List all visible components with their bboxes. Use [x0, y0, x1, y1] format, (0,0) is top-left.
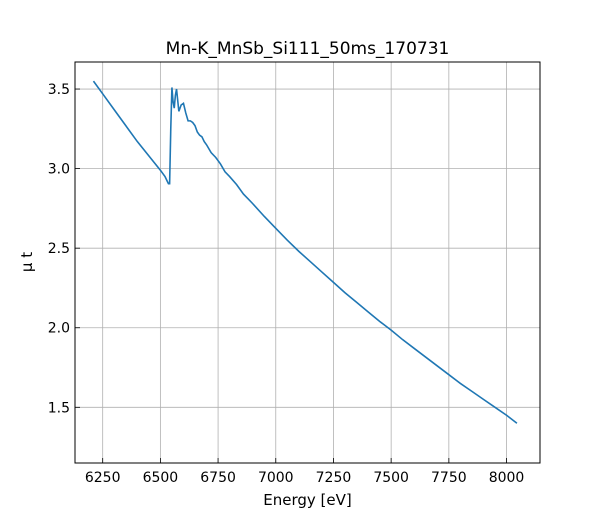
x-tick: 8000: [489, 458, 525, 486]
x-tick: 7000: [258, 458, 294, 486]
x-tick-label: 6500: [143, 470, 179, 486]
y-tick-label: 2.0: [48, 321, 70, 337]
x-tick-label: 6750: [200, 470, 236, 486]
plot-frame: [74, 61, 541, 464]
x-tick: 7250: [316, 458, 352, 486]
x-tick-label: 8000: [489, 470, 525, 486]
x-axis-label: Energy [eV]: [263, 491, 351, 509]
x-tick: 6250: [85, 458, 121, 486]
axis-ticks: 6250 6500 6750 7000 7250 7500 7750 8000 1.5 2.0 2.…: [48, 82, 525, 486]
x-tick-label: 7250: [316, 470, 352, 486]
x-tick: 6500: [143, 458, 179, 486]
chart-title: Mn-K_MnSb_Si111_50ms_170731: [166, 39, 450, 59]
y-tick-label: 3.0: [48, 162, 70, 178]
y-tick: 2.0: [48, 321, 80, 337]
y-tick: 3.0: [48, 162, 80, 178]
x-tick-label: 6250: [85, 470, 121, 486]
y-tick-label: 1.5: [48, 400, 70, 416]
x-tick-label: 7500: [373, 470, 409, 486]
x-tick-label: 7750: [431, 470, 467, 486]
x-tick: 6750: [200, 458, 236, 486]
y-tick: 2.5: [48, 241, 80, 257]
y-tick-label: 2.5: [48, 241, 70, 257]
x-tick-label: 7000: [258, 470, 294, 486]
y-tick: 1.5: [48, 400, 80, 416]
y-tick: 3.5: [48, 82, 80, 98]
y-tick-label: 3.5: [48, 82, 70, 98]
y-axis-label: μ t: [18, 252, 36, 272]
series-line: [92, 80, 518, 424]
x-tick: 7750: [431, 458, 467, 486]
x-tick: 7500: [373, 458, 409, 486]
grid: [75, 62, 540, 463]
